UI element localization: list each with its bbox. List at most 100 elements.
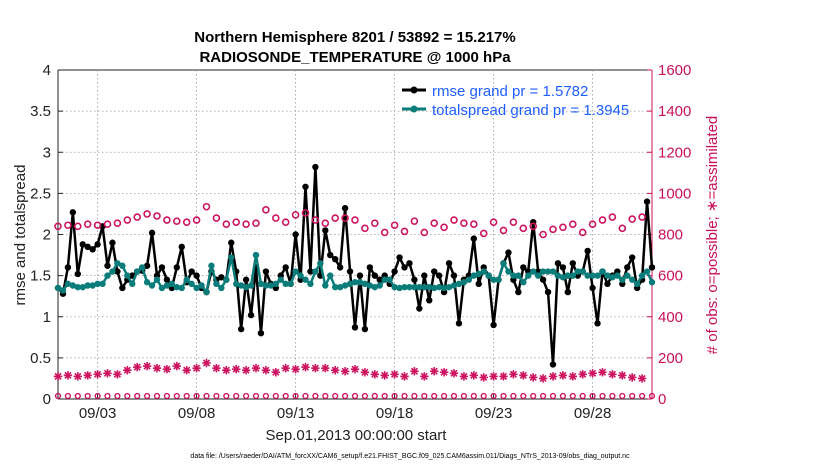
data-point xyxy=(262,268,270,275)
data-point xyxy=(629,254,636,261)
star-stroke xyxy=(84,371,92,379)
x-tick-label: 09/23 xyxy=(475,405,513,422)
data-point xyxy=(124,272,131,279)
zero-marker xyxy=(520,392,527,400)
obs-possible-marker xyxy=(440,223,448,232)
chart-subtitle: RADIOSONDE_TEMPERATURE @ 1000 hPa xyxy=(199,49,511,66)
data-point xyxy=(356,279,364,286)
obs-possible-marker xyxy=(469,220,478,229)
data-point xyxy=(327,272,334,279)
data-point xyxy=(450,282,458,289)
data-point xyxy=(421,283,428,291)
data-point xyxy=(233,280,240,288)
zero-marker xyxy=(510,392,517,400)
zero-marker xyxy=(173,392,180,400)
data-point xyxy=(391,283,398,291)
obs-assimilated-marker xyxy=(241,366,251,375)
data-point xyxy=(435,272,443,279)
data-point xyxy=(475,270,482,278)
data-point xyxy=(470,235,477,242)
zero-marker xyxy=(243,392,250,400)
data-point xyxy=(54,284,62,292)
obs-possible-marker xyxy=(568,220,577,229)
data-point xyxy=(435,283,443,291)
obs-assimilated-marker xyxy=(202,358,211,368)
y2-tick-label: 1400 xyxy=(658,103,691,120)
data-point xyxy=(629,276,636,283)
data-point xyxy=(633,280,641,288)
data-point xyxy=(302,183,309,190)
zero-marker xyxy=(549,392,557,400)
data-point xyxy=(346,280,354,288)
star-stroke xyxy=(450,369,458,377)
data-point xyxy=(109,239,116,246)
zero-marker xyxy=(361,392,369,400)
data-point xyxy=(237,325,245,333)
data-point xyxy=(119,284,126,292)
data-point xyxy=(440,284,448,292)
data-point xyxy=(218,284,225,292)
obs-possible-marker xyxy=(202,202,211,211)
data-point xyxy=(544,268,552,275)
data-point xyxy=(178,284,185,292)
data-point xyxy=(416,283,423,291)
obs-possible-marker xyxy=(182,218,191,226)
obs-assimilated-marker xyxy=(489,372,498,381)
obs-assimilated-marker xyxy=(103,369,112,378)
y-tick-label: 0 xyxy=(43,391,51,408)
obs-possible-marker xyxy=(628,215,637,223)
data-point xyxy=(604,272,611,279)
data-point xyxy=(228,254,235,261)
data-point xyxy=(520,279,527,286)
gridlines xyxy=(58,70,652,399)
obs-possible-marker xyxy=(222,220,231,229)
star-stroke xyxy=(272,368,280,376)
obs-assimilated-marker xyxy=(499,372,508,381)
data-file-footer: data file: /Users/raeder/DAI/ATM_forcXX/… xyxy=(190,453,630,460)
obs-possible-marker xyxy=(74,222,82,231)
obs-assimilated-marker xyxy=(469,371,478,380)
star-stroke xyxy=(589,369,597,377)
star-stroke xyxy=(549,372,557,380)
zero-marker xyxy=(579,392,586,400)
data-point xyxy=(252,251,260,259)
star-stroke xyxy=(153,364,161,372)
data-point xyxy=(84,282,91,289)
y2-tick-label: 1600 xyxy=(658,62,691,79)
data-point xyxy=(500,260,507,267)
obs-possible-marker xyxy=(311,216,320,224)
data-point xyxy=(559,264,567,271)
data-point xyxy=(327,251,334,259)
obs-assimilated-marker xyxy=(509,370,518,379)
zero-marker xyxy=(124,392,131,400)
data-point xyxy=(396,254,403,261)
zero-marker xyxy=(262,392,270,400)
data-point xyxy=(287,280,294,288)
data-point xyxy=(510,272,517,279)
data-point xyxy=(366,282,374,289)
obs-assimilated-marker xyxy=(430,367,439,376)
obs-possible-marker xyxy=(123,216,132,224)
data-point xyxy=(242,283,250,291)
obs-assimilated-marker xyxy=(410,367,419,376)
data-point xyxy=(89,282,96,289)
star-stroke xyxy=(509,370,517,378)
zero-marker xyxy=(559,392,567,400)
data-point xyxy=(465,276,473,283)
obs-assimilated-marker xyxy=(232,364,241,374)
data-point xyxy=(351,324,359,331)
data-point xyxy=(505,249,512,256)
star-stroke xyxy=(202,359,211,367)
obs-assimilated-marker xyxy=(152,363,162,373)
data-point xyxy=(332,255,339,263)
y-axis-ticks: 0 0.5 1 1.5 2 2.5 3 3.5 4 xyxy=(30,62,63,408)
star-stroke xyxy=(282,364,290,372)
zero-marker xyxy=(569,392,576,400)
data-point xyxy=(426,283,433,291)
data-point xyxy=(322,227,329,234)
data-point xyxy=(564,272,572,279)
legend-spread-marker xyxy=(410,105,418,113)
star-stroke xyxy=(242,366,250,374)
star-stroke xyxy=(490,372,498,380)
star-stroke xyxy=(608,370,616,378)
